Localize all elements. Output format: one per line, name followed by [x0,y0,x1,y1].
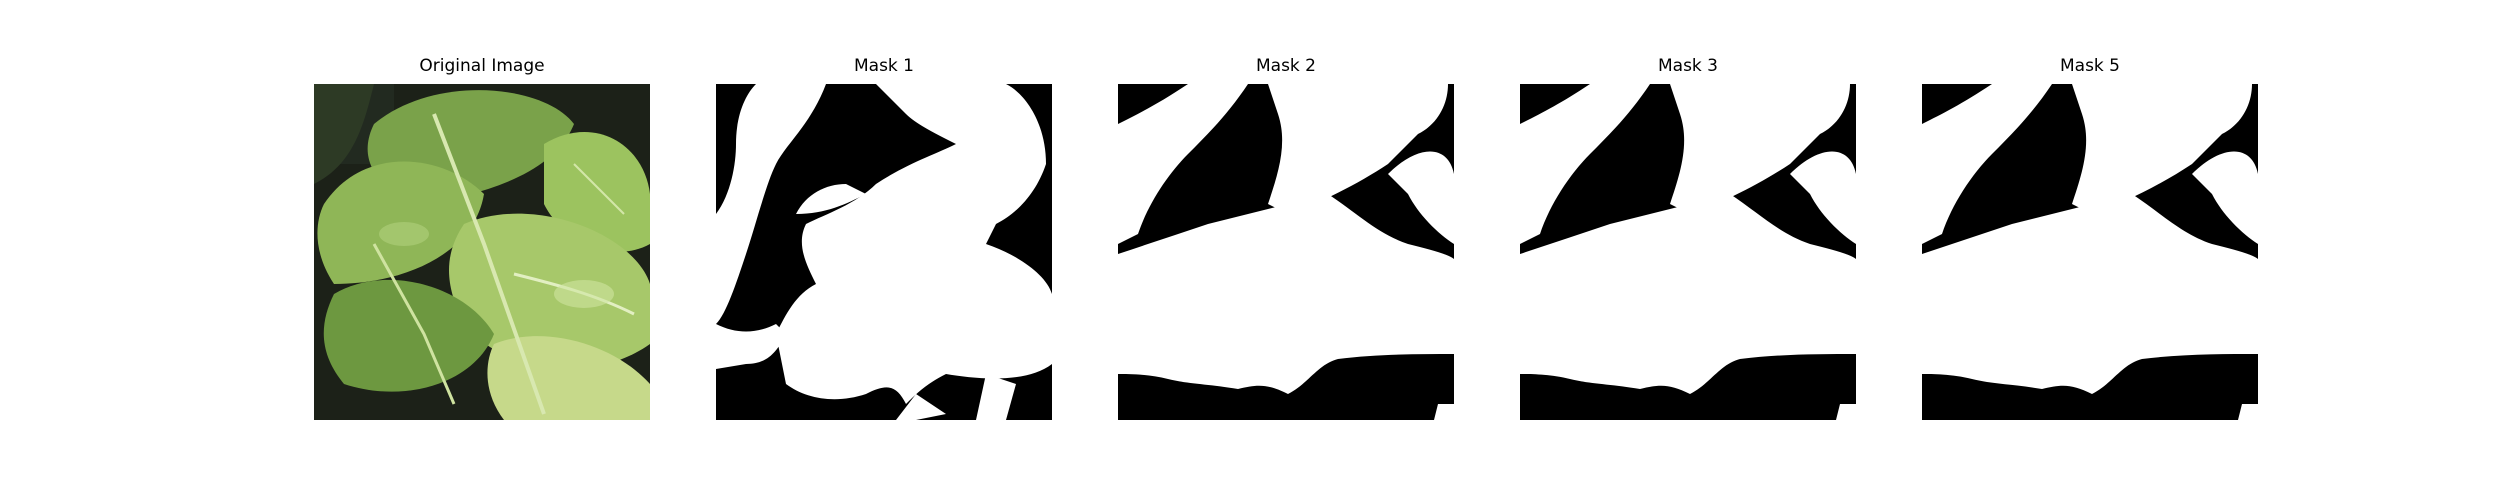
mask-image [1118,84,1454,420]
original-photo [314,84,650,420]
panel-title: Mask 3 [1657,56,1718,76]
mask-image [1520,84,1856,420]
panel-title: Mask 2 [1255,56,1316,76]
panel-title: Mask 1 [853,56,914,76]
mask-image [1922,84,2258,420]
panel-title: Original Image [419,56,545,76]
mask-image [716,84,1052,420]
panel-title: Mask 5 [2059,56,2120,76]
